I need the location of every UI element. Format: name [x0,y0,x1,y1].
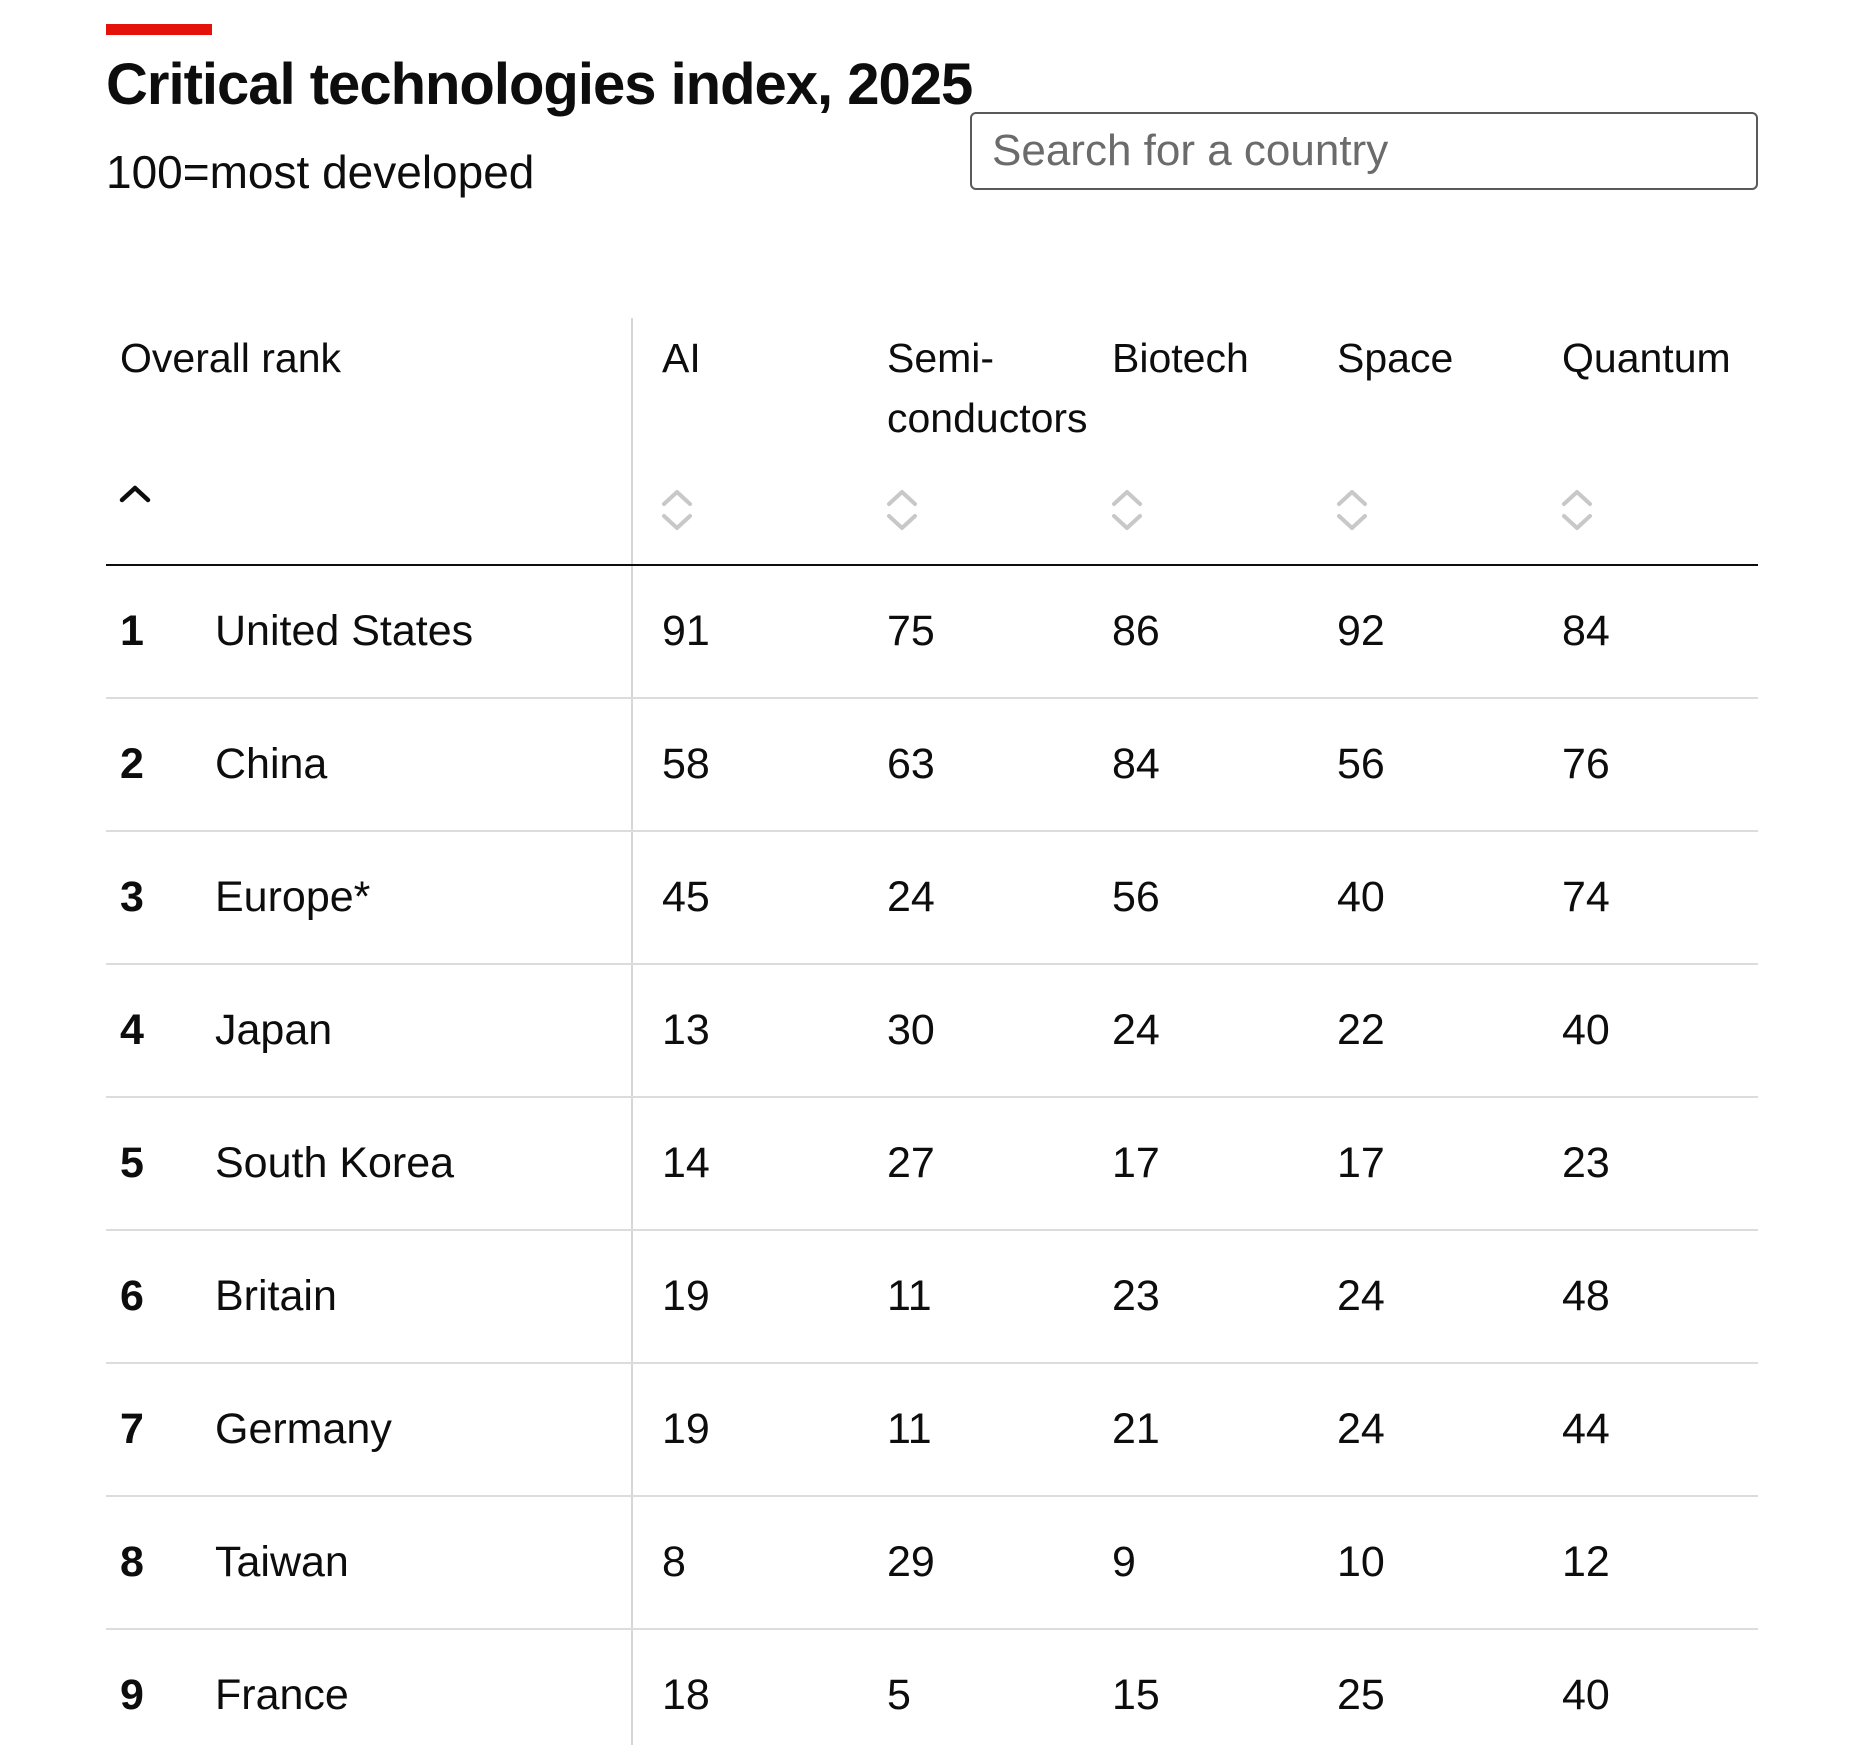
country-cell: Germany [215,1405,392,1453]
column-divider [631,318,633,1745]
score-cell-quantum: 40 [1562,1671,1610,1719]
score-cell-space: 22 [1337,1006,1385,1054]
index-table: Overall rank AI Semi- conductors Biotech Spa… [106,318,1758,1761]
chart-subtitle: 100=most developed [106,146,535,198]
sort-arrows-icon[interactable] [660,486,694,534]
score-cell-ai: 58 [662,740,710,788]
score-cell-ai: 19 [662,1405,710,1453]
column-header-biotech[interactable]: Biotech [1112,335,1249,381]
score-cell-quantum: 48 [1562,1272,1610,1320]
score-cell-quantum: 23 [1562,1139,1610,1187]
score-cell-biotech: 56 [1112,873,1160,921]
score-cell-quantum: 40 [1562,1006,1610,1054]
rank-cell: 5 [120,1139,144,1187]
table-row: 4 Japan 13 30 24 22 40 [106,965,1758,1098]
score-cell-space: 92 [1337,607,1385,655]
score-cell-ai: 19 [662,1272,710,1320]
score-cell-biotech: 23 [1112,1272,1160,1320]
score-cell-ai: 45 [662,873,710,921]
score-cell-space: 17 [1337,1139,1385,1187]
table-row: 6 Britain 19 11 23 24 48 [106,1231,1758,1364]
score-cell-ai: 13 [662,1006,710,1054]
score-cell-quantum: 44 [1562,1405,1610,1453]
rank-cell: 2 [120,740,144,788]
score-cell-semi: 75 [887,607,935,655]
score-cell-semi: 63 [887,740,935,788]
column-header-semi[interactable]: Semi- conductors [887,335,1088,441]
score-cell-space: 56 [1337,740,1385,788]
score-cell-ai: 91 [662,607,710,655]
score-cell-biotech: 86 [1112,607,1160,655]
column-header-rank[interactable]: Overall rank [120,335,342,381]
country-cell: China [215,740,328,788]
chart-title: Critical technologies index, 2025 [106,52,973,117]
column-header-quantum[interactable]: Quantum [1562,335,1731,381]
table-row: 7 Germany 19 11 21 24 44 [106,1364,1758,1497]
score-cell-quantum: 12 [1562,1538,1610,1586]
table-row: 5 South Korea 14 27 17 17 23 [106,1098,1758,1231]
table-row: 9 France 18 5 15 25 40 [106,1630,1758,1761]
chevron-up-icon[interactable] [118,474,152,522]
score-cell-biotech: 24 [1112,1006,1160,1054]
column-header-space[interactable]: Space [1337,335,1454,381]
rank-cell: 6 [120,1272,144,1320]
rank-cell: 7 [120,1405,144,1453]
score-cell-biotech: 15 [1112,1671,1160,1719]
score-cell-biotech: 9 [1112,1538,1136,1586]
score-cell-semi: 29 [887,1538,935,1586]
table-row: 8 Taiwan 8 29 9 10 12 [106,1497,1758,1630]
sort-arrows-icon[interactable] [1560,486,1594,534]
score-cell-quantum: 74 [1562,873,1610,921]
score-cell-space: 40 [1337,873,1385,921]
sort-arrows-icon[interactable] [885,486,919,534]
score-cell-ai: 14 [662,1139,710,1187]
score-cell-quantum: 76 [1562,740,1610,788]
sort-arrows-icon[interactable] [1110,486,1144,534]
table-row: 2 China 58 63 84 56 76 [106,699,1758,832]
table-body: 1 United States 91 75 86 92 84 2 China 58 63 84 56 76… [106,566,1758,1761]
score-cell-biotech: 21 [1112,1405,1160,1453]
score-cell-ai: 18 [662,1671,710,1719]
table-row: 1 United States 91 75 86 92 84 [106,566,1758,699]
country-cell: United States [215,607,474,655]
table-row: 3 Europe* 45 24 56 40 74 [106,832,1758,965]
brand-accent-bar [106,24,212,35]
score-cell-ai: 8 [662,1538,686,1586]
score-cell-semi: 11 [887,1405,932,1453]
country-cell: France [215,1671,349,1719]
country-cell: Taiwan [215,1538,349,1586]
country-search-input[interactable] [970,112,1758,190]
score-cell-semi: 11 [887,1272,932,1320]
country-cell: Europe* [215,873,371,921]
score-cell-semi: 5 [887,1671,911,1719]
score-cell-space: 24 [1337,1405,1385,1453]
rank-cell: 1 [120,607,144,655]
score-cell-space: 25 [1337,1671,1385,1719]
score-cell-biotech: 84 [1112,740,1160,788]
score-cell-quantum: 84 [1562,607,1610,655]
rank-cell: 4 [120,1006,144,1054]
score-cell-space: 10 [1337,1538,1385,1586]
score-cell-semi: 27 [887,1139,935,1187]
rank-cell: 8 [120,1538,144,1586]
rank-cell: 3 [120,873,144,921]
score-cell-semi: 24 [887,873,935,921]
country-cell: Japan [215,1006,333,1054]
country-cell: South Korea [215,1139,455,1187]
country-cell: Britain [215,1272,337,1320]
score-cell-biotech: 17 [1112,1139,1160,1187]
score-cell-space: 24 [1337,1272,1385,1320]
score-cell-semi: 30 [887,1006,935,1054]
table-header: Overall rank AI Semi- conductors Biotech Spa… [106,318,1758,566]
rank-cell: 9 [120,1671,144,1719]
sort-arrows-icon[interactable] [1335,486,1369,534]
column-header-ai[interactable]: AI [662,335,701,381]
